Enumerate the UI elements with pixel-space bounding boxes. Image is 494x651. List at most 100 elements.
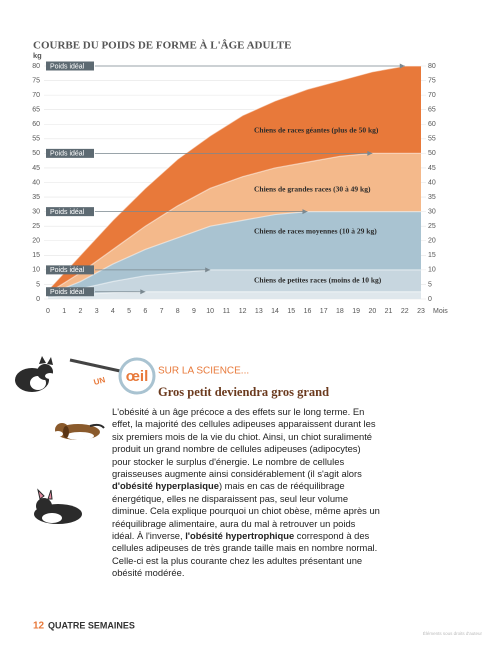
text-run: L'obésité à un âge précoce a des effets …	[112, 406, 376, 480]
y2-tick-label: 65	[428, 107, 436, 114]
y2-tick-label: 20	[428, 238, 436, 245]
x-tick-label: 9	[192, 308, 196, 315]
y2-tick-label: 5	[428, 281, 432, 288]
y2-tick-label: 35	[428, 194, 436, 201]
bold-term: l'obésité hypertrophique	[185, 530, 295, 542]
ideal-badge	[46, 265, 94, 275]
y2-tick-label: 0	[428, 296, 432, 303]
y-tick-label: 40	[32, 179, 40, 186]
dog-illustration	[34, 488, 82, 524]
band-label: Chiens de races moyennes (10 à 29 kg)	[254, 227, 377, 236]
y2-tick-label: 50	[428, 150, 436, 157]
x-tick-label: 14	[271, 308, 279, 315]
ideal-label: Poids idéal	[50, 63, 85, 70]
x-tick-label: 11	[223, 308, 230, 315]
ideal-badge	[46, 148, 94, 158]
arrow-head	[140, 289, 146, 295]
section-kicker: UN œil SUR LA SCIENCE...	[69, 357, 249, 395]
y-tick-label: 0	[36, 296, 40, 303]
y-tick-label: 55	[32, 136, 40, 143]
x-tick-label: 3	[95, 308, 99, 315]
x-tick-label: 21	[385, 308, 393, 315]
curve-edge	[47, 211, 421, 296]
page-number: 12	[33, 621, 45, 632]
y-tick-label: 35	[32, 194, 40, 201]
ideal-label: Poids idéal	[50, 267, 85, 274]
y2-tick-label: 75	[428, 77, 436, 84]
y-axis-unit: kg	[33, 51, 42, 60]
kicker-un: UN	[93, 375, 107, 387]
dog-illustration	[15, 356, 55, 392]
y2-tick-label: 60	[428, 121, 436, 128]
dog-illustration	[53, 423, 105, 440]
x-tick-label: 7	[160, 308, 164, 315]
y2-tick-label: 15	[428, 252, 436, 259]
y2-tick-label: 25	[428, 223, 436, 230]
x-tick-label: 20	[368, 308, 376, 315]
curve-edge	[47, 269, 421, 297]
x-tick-label: 17	[320, 308, 328, 315]
ideal-badge	[46, 207, 94, 217]
x-tick-label: 22	[401, 308, 409, 315]
ideal-badge	[46, 61, 94, 71]
x-tick-label: 0	[46, 308, 50, 315]
x-tick-label: 10	[206, 308, 214, 315]
x-tick-label: 4	[111, 308, 115, 315]
y2-tick-label: 40	[428, 179, 436, 186]
y-tick-label: 50	[32, 150, 40, 157]
arrow-head	[399, 63, 405, 69]
ideal-badge	[46, 287, 94, 297]
x-tick-label: 5	[127, 308, 131, 315]
ideal-label: Poids idéal	[50, 289, 85, 296]
y-tick-label: 80	[32, 63, 40, 70]
y2-tick-label: 45	[428, 165, 436, 172]
x-tick-label: 15	[287, 308, 295, 315]
y-tick-label: 45	[32, 165, 40, 172]
arrow-head	[367, 150, 373, 156]
band-label: Chiens de grandes races (30 à 49 kg)	[254, 185, 371, 194]
ideal-label: Poids idéal	[50, 151, 85, 158]
y-tick-label: 15	[32, 252, 40, 259]
y2-tick-label: 10	[428, 267, 436, 274]
kicker-eye: œil	[126, 368, 149, 385]
rights-notice: Éléments sous droits d'auteur	[423, 630, 483, 636]
band-label: Chiens de races géantes (plus de 50 kg)	[254, 126, 379, 135]
y-tick-label: 5	[36, 281, 40, 288]
curve-edge	[47, 65, 421, 291]
y-tick-label: 30	[32, 208, 40, 215]
bold-term: d'obésité hyperplasique	[112, 480, 219, 492]
x-tick-label: 16	[304, 308, 312, 315]
y-tick-label: 65	[32, 107, 40, 114]
y2-tick-label: 70	[428, 92, 436, 99]
y2-tick-label: 30	[428, 208, 436, 215]
x-axis-label: Mois	[433, 308, 448, 315]
y2-tick-label: 55	[428, 136, 436, 143]
x-tick-label: 8	[176, 308, 180, 315]
chart: 0510152025303540455055606570758005101520…	[32, 61, 436, 315]
curve-edge	[47, 291, 421, 299]
ideal-label: Poids idéal	[50, 209, 85, 216]
running-title: QUATRE SEMAINES	[48, 620, 135, 630]
x-tick-label: 6	[143, 308, 147, 315]
y2-tick-label: 80	[428, 63, 436, 70]
kicker-rest: SUR LA SCIENCE...	[158, 366, 249, 377]
y-tick-label: 20	[32, 238, 40, 245]
chart-title: COURBE DU POIDS DE FORME À L'ÂGE ADULTE	[33, 40, 291, 52]
x-tick-label: 12	[239, 308, 247, 315]
body-text: L'obésité à un âge précoce a des effets …	[112, 406, 380, 580]
y-tick-label: 10	[32, 267, 40, 274]
y-tick-label: 60	[32, 121, 40, 128]
x-tick-label: 2	[78, 308, 82, 315]
x-tick-label: 13	[255, 308, 263, 315]
x-tick-label: 1	[62, 308, 66, 315]
x-tick-label: 23	[417, 308, 425, 315]
x-tick-label: 19	[352, 308, 360, 315]
y-tick-label: 75	[32, 77, 40, 84]
y-tick-label: 25	[32, 223, 40, 230]
text-run: ) mais en cas de rééquilibrage énergétiq…	[112, 480, 380, 542]
x-tick-label: 18	[336, 308, 344, 315]
section-title: Gros petit deviendra gros grand	[158, 385, 329, 399]
arrow-head	[302, 209, 308, 215]
